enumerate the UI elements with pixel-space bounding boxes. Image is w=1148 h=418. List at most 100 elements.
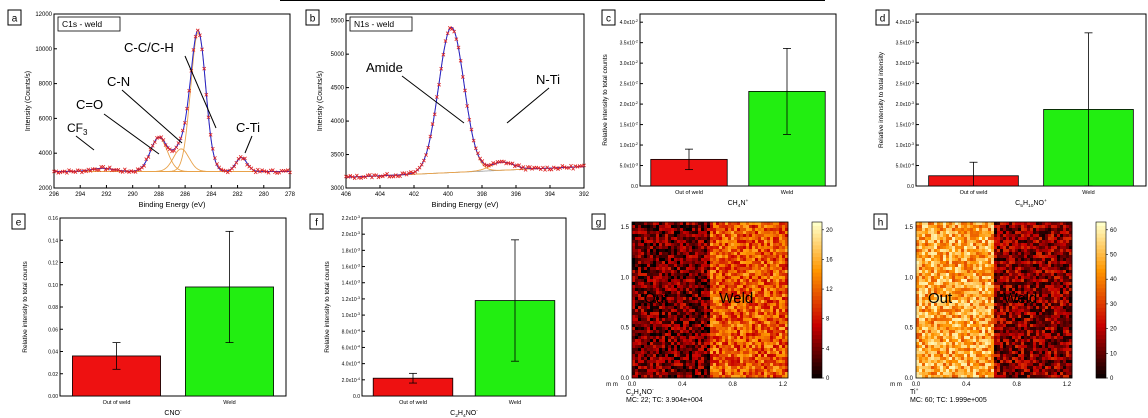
map-pixel [779,234,783,238]
map-pixel [635,333,639,337]
map-pixel [940,243,944,247]
map-pixel [1009,261,1013,265]
map-pixel [1036,225,1040,229]
map-pixel [952,276,956,280]
map-pixel [704,351,708,355]
map-pixel [988,252,992,256]
map-pixel [686,372,690,376]
map-pixel [1003,303,1007,307]
map-pixel [695,297,699,301]
map-pixel [767,348,771,352]
map-pixel [749,267,753,271]
map-pixel [632,276,636,280]
data-point [172,148,177,153]
map-pixel [1036,261,1040,265]
map-pixel [958,270,962,274]
map-pixel [638,372,642,376]
map-pixel [776,228,780,232]
map-pixel [773,252,777,256]
map-pixel [922,246,926,250]
map-pixel [958,225,962,229]
map-pixel [650,315,654,319]
map-pixel [761,288,765,292]
map-pixel [922,234,926,238]
map-pixel [665,261,669,265]
map-pixel [964,288,968,292]
map-pixel [1060,267,1064,271]
map-pixel [1012,237,1016,241]
map-pixel [782,324,786,328]
map-pixel [710,237,714,241]
map-pixel [635,342,639,346]
map-pixel [964,228,968,232]
map-pixel [1042,315,1046,319]
data-point [62,169,67,174]
map-pixel [925,222,929,226]
map-pixel [701,240,705,244]
map-pixel [1015,300,1019,304]
map-pixel [776,306,780,310]
map-pixel [761,270,765,274]
map-pixel [1057,228,1061,232]
map-pixel [1057,312,1061,316]
map-pixel [668,339,672,343]
map-pixel [707,249,711,253]
map-pixel [964,231,968,235]
map-pixel [988,297,992,301]
map-pixel [743,351,747,355]
map-pixel [692,366,696,370]
map-pixel [653,246,657,250]
map-pixel [985,225,989,229]
map-pixel [755,309,759,313]
data-point [519,166,524,171]
map-pixel [677,231,681,235]
map-pixel [1012,279,1016,283]
map-pixel [686,267,690,271]
map-pixel [997,276,1001,280]
map-pixel [967,306,971,310]
map-pixel [952,222,956,226]
map-pixel [671,291,675,295]
map-pixel [937,231,941,235]
map-pixel [758,351,762,355]
map-pixel [752,225,756,229]
map-pixel [635,375,639,379]
panel-letter-box [601,9,616,26]
map-pixel [976,285,980,289]
map-pixel [1039,315,1043,319]
map-pixel [638,285,642,289]
map-pixel [919,321,923,325]
map-pixel [1045,261,1049,265]
map-pixel [749,240,753,244]
map-pixel [782,306,786,310]
map-pixel [674,324,678,328]
map-pixel [737,282,741,286]
map-pixel [695,276,699,280]
colorbar-segment [812,358,822,363]
colorbar-frame [811,221,823,379]
map-pixel [976,246,980,250]
leader-line [184,55,217,129]
map-pixel [719,264,723,268]
map-pixel [683,303,687,307]
map-pixel [716,363,720,367]
map-pixel [770,306,774,310]
map-pixel [677,222,681,226]
map-pixel [1036,273,1040,277]
map-pixel [740,324,744,328]
map-pixel [979,309,983,313]
map-pixel [698,300,702,304]
map-pixel [961,285,965,289]
map-pixel [662,255,666,259]
map-pixel [761,225,765,229]
map-pixel [994,315,998,319]
map-pixel [764,318,768,322]
map-pixel [638,237,642,241]
map-pixel [737,246,741,250]
map-pixel [1039,309,1043,313]
map-pixel [1036,240,1040,244]
peak-label-cf3: CF3 [67,121,88,137]
map-pixel [722,330,726,334]
map-pixel [665,372,669,376]
map-pixel [919,240,923,244]
